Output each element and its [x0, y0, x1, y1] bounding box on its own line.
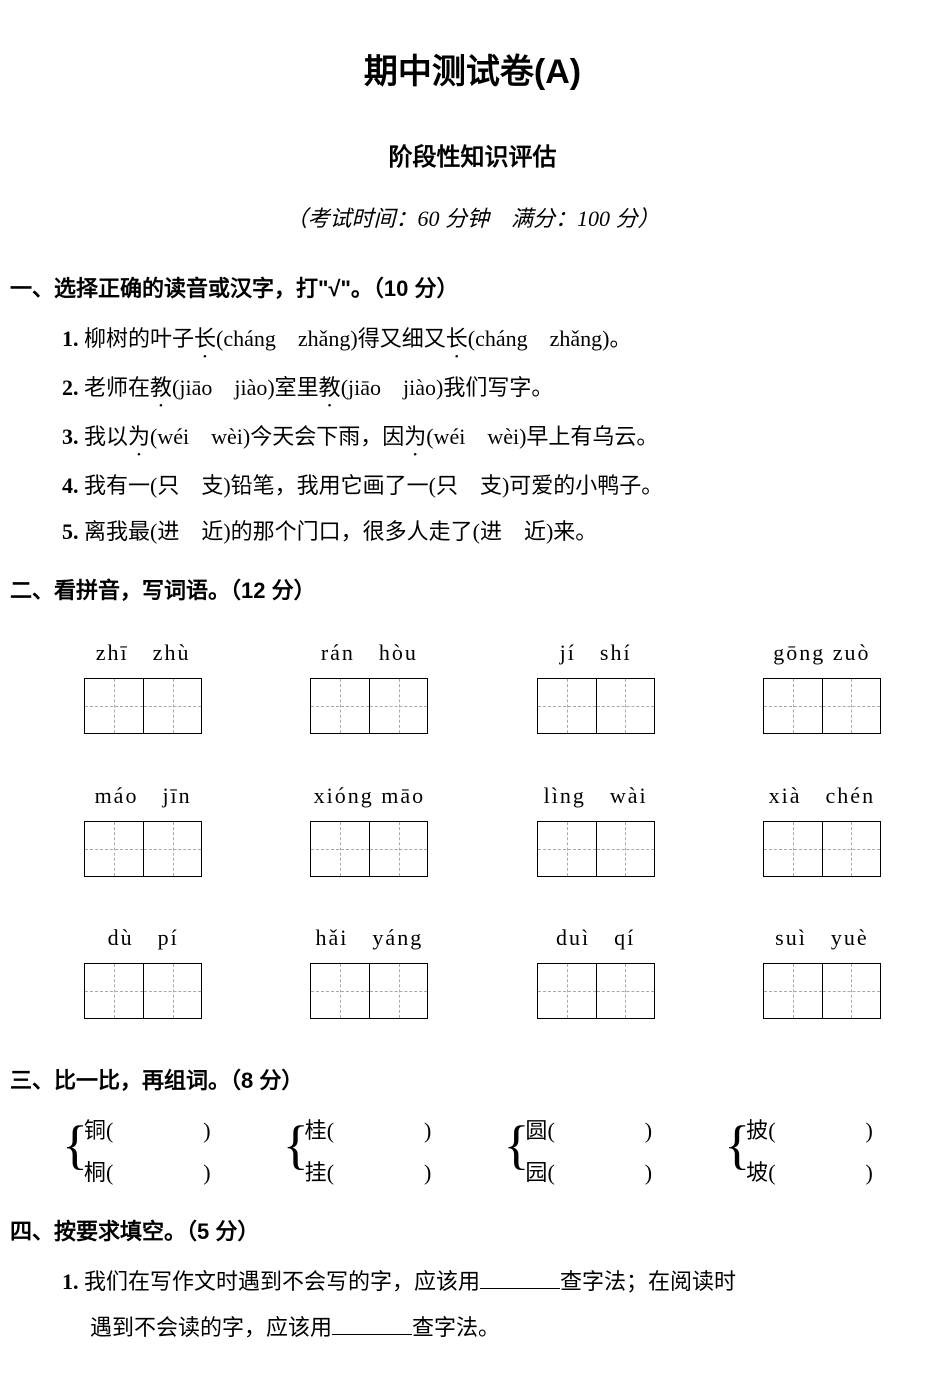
q-num: 4. [62, 473, 79, 498]
underdot-char: 为 [128, 424, 150, 449]
section-3-title: 三、比一比，再组词。（8 分） [10, 1060, 935, 1102]
q-num: 1. [62, 1269, 79, 1294]
compare-grid: { 铜() 桐() { 桂() 挂() { 圆() 园() { 披() 坡() [10, 1110, 935, 1194]
pinyin-grid: zhī zhù rán hòu jí shí gōng zuò máo jīn … [10, 620, 935, 1042]
pinyin-text: xià chén [739, 775, 905, 817]
write-box[interactable] [84, 963, 202, 1019]
q-num: 5. [62, 519, 79, 544]
q-num: 2. [62, 375, 79, 400]
underdot-char: 教 [150, 375, 172, 400]
q-text: 老师在 [79, 375, 151, 400]
pinyin-item: dù pí [60, 917, 226, 1032]
write-box[interactable] [537, 678, 655, 734]
q1-item: 3. 我以为(wéi wèi)今天会下雨，因为(wéi wèi)早上有乌云。 [62, 416, 935, 461]
char-top: 披 [746, 1118, 768, 1143]
pinyin-item: zhī zhù [60, 632, 226, 747]
pinyin-text: dù pí [60, 917, 226, 959]
underdot-char: 为 [404, 424, 426, 449]
q-num: 1. [62, 326, 79, 351]
question-1-list: 1. 柳树的叶子长(cháng zhǎng)得又细又长(cháng zhǎng)… [10, 318, 935, 553]
underdot-char: 长 [194, 326, 216, 351]
pinyin-text: jí shí [513, 632, 679, 674]
q-num: 3. [62, 424, 79, 449]
pinyin-item: máo jīn [60, 775, 226, 890]
section-2-title: 二、看拼音，写词语。（12 分） [10, 570, 935, 612]
compare-pair: { 铜() 桐() [62, 1110, 273, 1194]
page-title: 期中测试卷(A) [10, 40, 935, 105]
pinyin-text: lìng wài [513, 775, 679, 817]
char-top: 圆 [525, 1118, 547, 1143]
q-text: 离我最(进 近)的那个门口，很多人走了(进 近)来。 [79, 519, 598, 544]
q-text: (cháng zhǎng)。 [468, 326, 632, 351]
q1-item: 2. 老师在教(jiāo jiào)室里教(jiāo jiào)我们写字。 [62, 367, 935, 412]
pinyin-item: jí shí [513, 632, 679, 747]
q-text: (wéi wèi)今天会下雨，因 [150, 424, 404, 449]
q-text: 查字法；在阅读时 [560, 1269, 736, 1294]
compare-pair: { 披() 坡() [724, 1110, 935, 1194]
write-box[interactable] [310, 963, 428, 1019]
pinyin-text: suì yuè [739, 917, 905, 959]
char-bottom: 坡 [746, 1160, 768, 1185]
pinyin-text: zhī zhù [60, 632, 226, 674]
char-bottom: 桐 [84, 1160, 106, 1185]
char-top: 桂 [305, 1118, 327, 1143]
q-text: (jiāo jiào)我们写字。 [341, 375, 554, 400]
pinyin-item: xióng māo [286, 775, 452, 890]
write-box[interactable] [537, 963, 655, 1019]
underdot-char: 长 [446, 326, 468, 351]
section-1-title: 一、选择正确的读音或汉字，打"√"。（10 分） [10, 268, 935, 310]
q-text: (cháng zhǎng)得又细又 [216, 326, 446, 351]
pinyin-item: suì yuè [739, 917, 905, 1032]
question-4-body: 1. 我们在写作文时遇到不会写的字，应该用 查字法；在阅读时 遇到不会读的字，应该… [10, 1261, 935, 1349]
section-4-title: 四、按要求填空。（5 分） [10, 1211, 935, 1253]
underdot-char: 教 [319, 375, 341, 400]
write-box[interactable] [763, 678, 881, 734]
write-box[interactable] [84, 821, 202, 877]
pinyin-item: gōng zuò [739, 632, 905, 747]
write-box[interactable] [537, 821, 655, 877]
q-text: 遇到不会读的字，应该用 [90, 1315, 332, 1340]
char-bottom: 园 [525, 1160, 547, 1185]
pinyin-item: rán hòu [286, 632, 452, 747]
pinyin-text: xióng māo [286, 775, 452, 817]
pinyin-item: lìng wài [513, 775, 679, 890]
compare-pair: { 桂() 挂() [283, 1110, 494, 1194]
q1-item: 5. 离我最(进 近)的那个门口，很多人走了(进 近)来。 [62, 511, 935, 553]
pinyin-item: xià chén [739, 775, 905, 890]
q-text: 我们在写作文时遇到不会写的字，应该用 [79, 1269, 481, 1294]
q-text: (wéi wèi)早上有乌云。 [426, 424, 658, 449]
q-text: (jiāo jiào)室里 [172, 375, 319, 400]
pinyin-text: rán hòu [286, 632, 452, 674]
q-text: 柳树的叶子 [79, 326, 195, 351]
pinyin-item: duì qí [513, 917, 679, 1032]
pinyin-text: máo jīn [60, 775, 226, 817]
pinyin-text: gōng zuò [739, 632, 905, 674]
compare-pair: { 圆() 园() [504, 1110, 715, 1194]
q1-item: 1. 柳树的叶子长(cháng zhǎng)得又细又长(cháng zhǎng)… [62, 318, 935, 363]
pinyin-text: duì qí [513, 917, 679, 959]
fill-blank[interactable] [332, 1311, 412, 1335]
q-text: 我以 [79, 424, 129, 449]
subtitle: 阶段性知识评估 [10, 135, 935, 181]
q-text: 查字法。 [412, 1315, 500, 1340]
pinyin-text: hǎi yáng [286, 917, 452, 959]
pinyin-item: hǎi yáng [286, 917, 452, 1032]
exam-info: （考试时间：60 分钟 满分：100 分） [10, 198, 935, 240]
write-box[interactable] [763, 963, 881, 1019]
write-box[interactable] [310, 678, 428, 734]
char-top: 铜 [84, 1118, 106, 1143]
write-box[interactable] [310, 821, 428, 877]
fill-blank[interactable] [480, 1265, 560, 1289]
write-box[interactable] [84, 678, 202, 734]
q-text: 我有一(只 支)铅笔，我用它画了一(只 支)可爱的小鸭子。 [79, 473, 664, 498]
char-bottom: 挂 [305, 1160, 327, 1185]
q1-item: 4. 我有一(只 支)铅笔，我用它画了一(只 支)可爱的小鸭子。 [62, 465, 935, 507]
write-box[interactable] [763, 821, 881, 877]
